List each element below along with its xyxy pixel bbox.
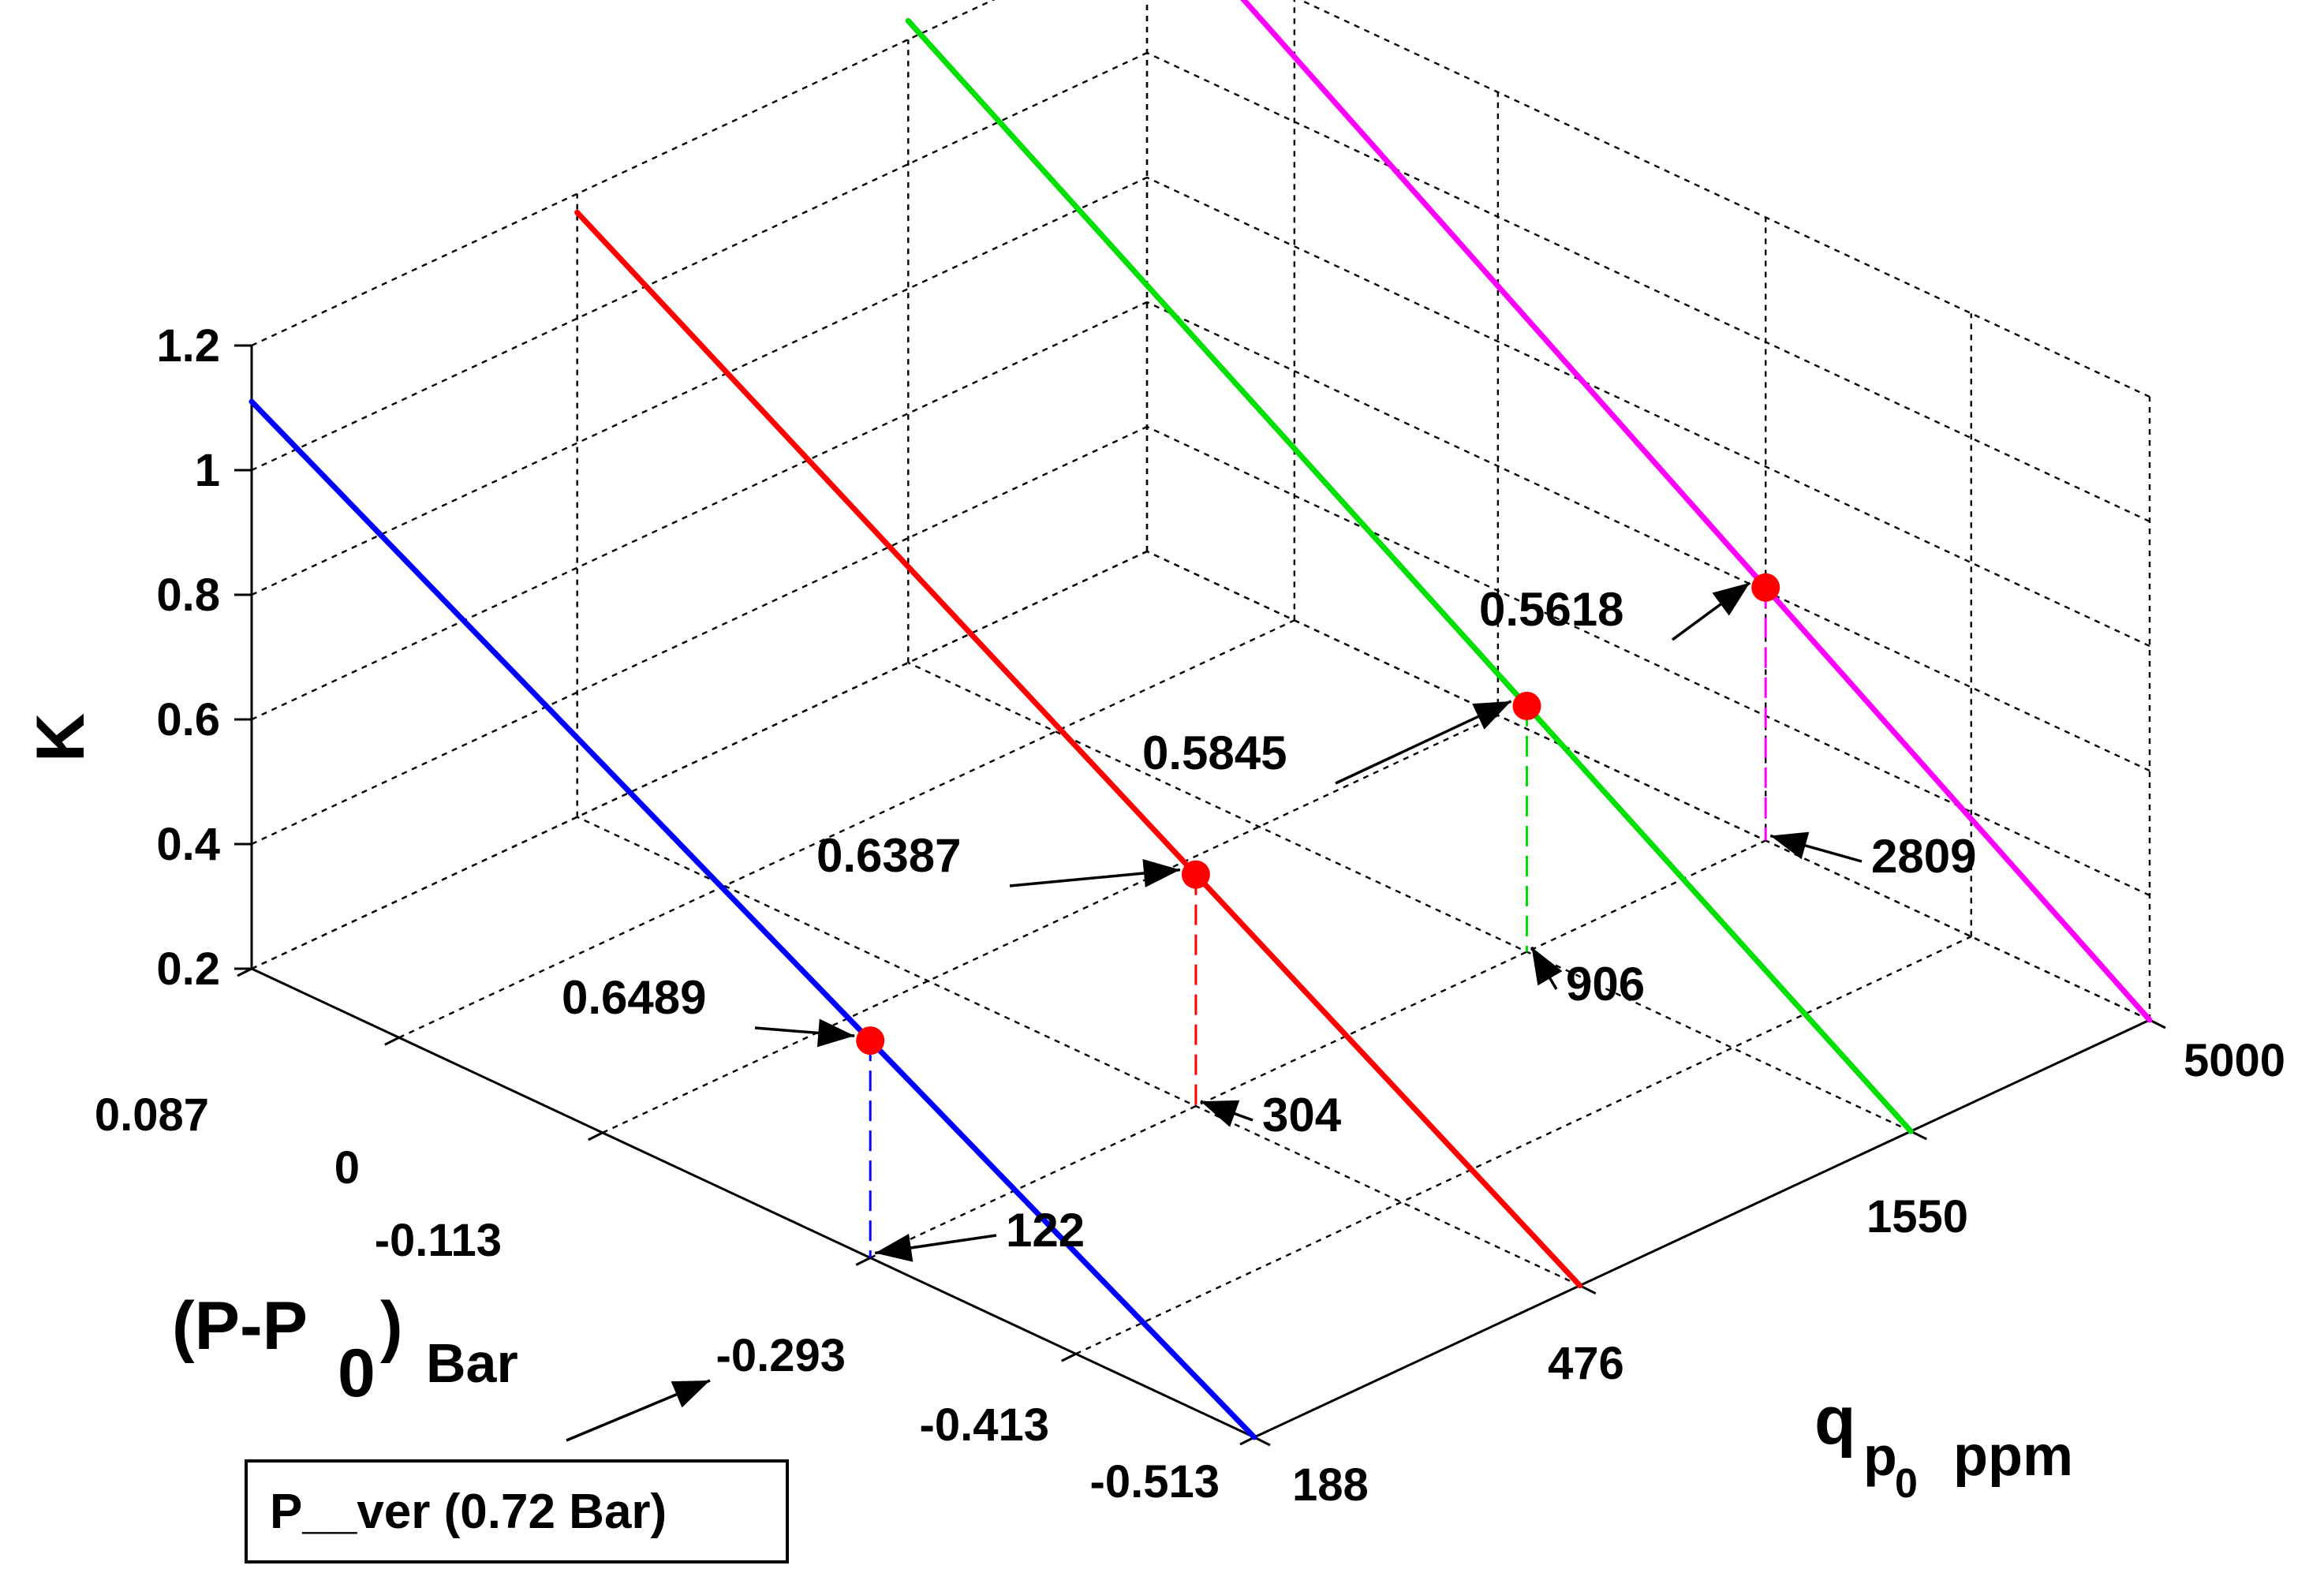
pwall-grid-k-2	[251, 301, 1148, 721]
qwall-grid-k-1	[1146, 425, 2150, 897]
floor-grid-p-2	[869, 839, 1766, 1259]
x-tick-label-0: 0.087	[95, 1089, 209, 1141]
x-tick-3	[588, 1131, 603, 1141]
marker-3	[1751, 573, 1780, 602]
series-line-2	[905, 17, 1914, 1134]
y-tick-3	[2149, 1018, 2166, 1029]
x-tick-4	[384, 1036, 400, 1046]
z-tick-label-1: 0.4	[156, 819, 220, 870]
x-tick-1	[1061, 1352, 1077, 1362]
x-axis-title-unit: Bar	[426, 1332, 518, 1394]
y-tick-1	[1579, 1284, 1597, 1294]
y-tick-label-0: 188	[1292, 1459, 1369, 1511]
drop-lines	[869, 587, 1767, 1258]
z-tick-label-5: 1.2	[156, 320, 220, 372]
x-axis-title-close: )	[380, 1288, 403, 1364]
k-value-label-1: 0.6387	[816, 829, 962, 882]
y-tick-0	[1254, 1436, 1271, 1447]
grid-lines	[250, 0, 2151, 1439]
x-tick-label-2: -0.113	[375, 1215, 502, 1266]
x-tick-label-1: 0	[334, 1142, 360, 1194]
floor-grid-q-2	[907, 661, 1911, 1133]
pwall-grid-k-3	[251, 176, 1148, 596]
z-tick-label-4: 1	[195, 445, 220, 496]
p-ver-callout-box	[245, 1459, 789, 1563]
qp0-arrow-0-head	[875, 1234, 914, 1262]
series-line-1	[574, 209, 1583, 1289]
k-arrow-1-head	[1142, 859, 1180, 887]
qwall-grid-k-3	[1146, 176, 2150, 648]
y-tick-label-2: 1550	[1866, 1191, 1968, 1242]
z-tick-label-2: 0.6	[156, 694, 220, 745]
y-axis-line	[1254, 1018, 2150, 1439]
z-tick-label-3: 0.8	[156, 570, 220, 621]
y-axis-title-unit: ppm	[1953, 1425, 2073, 1488]
x-tick-label-4: -0.413	[920, 1399, 1049, 1451]
x-axis-title-sub: 0	[338, 1336, 376, 1411]
floor-grid-p-1	[1075, 936, 1972, 1355]
qp0-arrow-3-head	[1770, 831, 1810, 860]
qp0-arrow-1-head	[1200, 1100, 1240, 1127]
qwall-grid-k-2	[1146, 301, 2150, 772]
z-axis-title: K	[23, 713, 99, 762]
pwall-grid-k-4	[251, 51, 1148, 472]
x-tick-2	[855, 1257, 871, 1266]
annotation-arrows	[566, 581, 1863, 1442]
k-value-label-2: 0.5845	[1142, 727, 1287, 779]
x-axis-line	[251, 967, 1255, 1439]
qp0-value-label-0: 122	[1006, 1204, 1085, 1257]
y-tick-label-3: 5000	[2184, 1035, 2285, 1086]
k-value-label-0: 0.6489	[562, 971, 707, 1024]
marker-2	[1512, 691, 1541, 720]
z-tick-label-0: 0.2	[156, 943, 220, 995]
qp0-value-label-3: 2809	[1871, 830, 1976, 883]
x-axis-title-main: (P-P	[172, 1288, 308, 1364]
y-axis-title: q p 0 ppm	[1814, 1383, 2073, 1507]
y-axis-title-subsub: 0	[1895, 1461, 1918, 1507]
p-ver-callout: P__ver (0.72 Bar)	[245, 1459, 789, 1563]
x-tick-5	[237, 967, 252, 977]
x-axis-title: (P-P 0 ) Bar	[172, 1288, 518, 1411]
y-axis-title-main: q	[1814, 1383, 1856, 1459]
k-value-label-3: 0.5618	[1479, 583, 1624, 636]
k-arrow-0-head	[816, 1018, 855, 1048]
markers	[856, 573, 1780, 1055]
x-tick-label-5: -0.513	[1090, 1456, 1220, 1507]
axes	[234, 344, 2166, 1447]
qwall-grid-k-5	[1298, 0, 2150, 398]
series-line-3	[1240, 0, 2153, 1023]
qwall-grid-k-0	[1146, 550, 2150, 1022]
series-line-0	[248, 398, 1257, 1440]
pwall-grid-k-0	[251, 550, 1148, 970]
qp0-arrow-2-head	[1531, 947, 1563, 986]
p-ver-callout-text: P__ver (0.72 Bar)	[270, 1485, 667, 1539]
k-arrow-3-head	[1712, 582, 1750, 616]
floor-grid-q-1	[577, 816, 1581, 1287]
qp0-value-label-2: 906	[1566, 958, 1645, 1011]
floor-grid-p-3	[602, 714, 1499, 1134]
qwall-grid-k-4	[1146, 51, 2150, 523]
p-ver-arrow-head	[671, 1380, 710, 1408]
y-axis-title-sub: p	[1863, 1425, 1897, 1487]
tick-and-annotation-labels: 0.2 0.4 0.6 0.8 1 1.2 0.087 0 -0.113 -0.293 -0.413…	[95, 320, 2285, 1511]
qp0-value-label-1: 304	[1262, 1089, 1342, 1141]
marker-1	[1181, 860, 1210, 889]
y-tick-label-1: 476	[1548, 1338, 1624, 1389]
pwall-grid-k-1	[251, 425, 1148, 846]
series-lines	[248, 0, 2153, 1440]
k-arrow-2-head	[1472, 700, 1511, 730]
marker-0	[856, 1026, 885, 1055]
y-tick-2	[1910, 1130, 1927, 1141]
x-tick-label-3: -0.293	[716, 1330, 846, 1381]
pwall-grid-k-5	[251, 0, 996, 347]
